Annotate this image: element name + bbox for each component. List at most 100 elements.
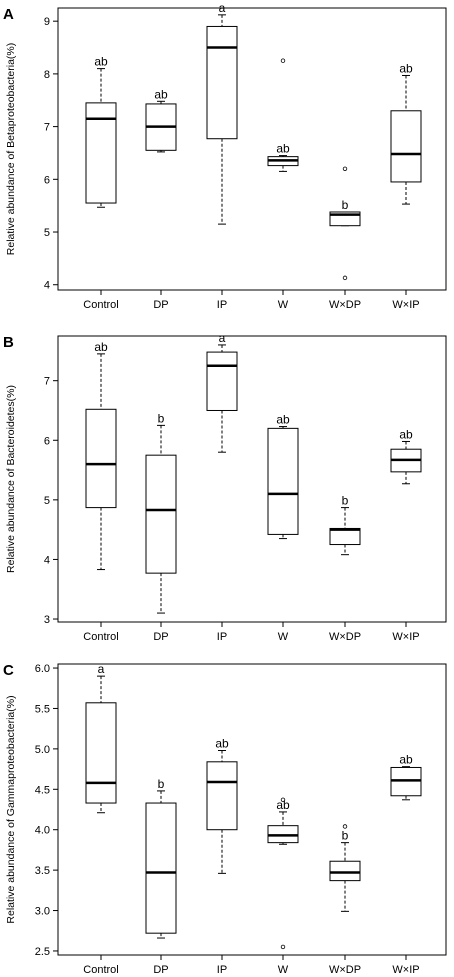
panel-label: C [3,662,14,679]
y-tick-label: 4 [44,280,50,292]
iqr-box [206,25,238,140]
box-W×DP: b [329,166,361,281]
y-axis-label: Relative abundance of Gammaproteobacteri… [5,695,17,923]
box-W×IP: ab [390,61,422,205]
significance-letter: b [342,829,349,843]
y-tick-label: 5.5 [35,703,50,715]
x-tick-label: DP [153,964,168,976]
box-W: ab [267,413,299,540]
y-tick-label: 5.0 [35,744,50,756]
outlier-point [342,275,348,281]
y-tick-label: 7 [44,122,50,134]
iqr-box [390,110,422,183]
outlier-point [342,824,348,829]
x-tick-label: IP [217,299,227,311]
x-tick-label: W×DP [329,299,361,311]
x-tick-label: W×IP [392,299,419,311]
panel-label: B [3,334,14,351]
iqr-box [145,454,177,574]
box-DP: ab [145,87,177,153]
panel-c: C 2.5 3.0 3.5 4.0 4.5 5.0 5.5 6.0 Relative abunda… [3,662,447,976]
box-IP: ab [206,736,238,874]
panel-b: B 3 4 5 6 7 Relative abundance of Bacteroidete… [3,331,447,643]
panel-a: A 4 5 6 7 8 9 Relative abundance of Betaproteob… [3,1,447,311]
significance-letter: ab [94,340,108,354]
iqr-box [85,702,117,804]
box-DP: b [145,777,177,939]
x-tick-label: DP [153,299,168,311]
significance-letter: b [342,198,349,212]
y-tick-label: 4 [44,554,50,566]
x-tick-label: Control [83,631,118,643]
significance-letter: ab [276,142,290,156]
iqr-box [267,427,299,535]
significance-letter: ab [399,61,413,75]
plot-frame [57,663,447,956]
iqr-box [206,761,238,831]
box-IP: a [206,331,238,453]
iqr-box [145,802,177,934]
significance-letter: ab [399,753,413,767]
x-tick-label: W×IP [392,631,419,643]
box-W: ab [267,797,299,950]
y-axis-label: Relative abundance of Betaproteobacteria… [5,43,17,255]
x-tick-label: DP [153,631,168,643]
y-tick-label: 7 [44,376,50,388]
x-tick-label: W×IP [392,964,419,976]
box-Control: a [85,662,117,814]
x-tick-label: W [278,631,289,643]
x-tick-label: IP [217,964,227,976]
y-axis-label: Relative abundance of Bacteroidetes(%) [5,385,17,573]
panel-label: A [3,6,14,23]
significance-letter: ab [215,736,229,750]
x-tick-label: Control [83,964,118,976]
significance-letter: ab [399,427,413,441]
box-W×IP: ab [390,427,422,485]
y-tick-label: 4.0 [35,825,50,837]
significance-letter: a [219,331,226,345]
y-tick-label: 2.5 [35,946,50,958]
y-tick-label: 3.0 [35,906,50,918]
x-tick-label: W [278,964,289,976]
x-tick-label: IP [217,631,227,643]
outlier-point [280,58,286,63]
y-tick-label: 9 [44,16,50,28]
x-tick-label: W×DP [329,964,361,976]
significance-letter: ab [154,87,168,101]
y-tick-label: 6.0 [35,663,50,675]
significance-letter: a [219,1,226,15]
box-DP: b [145,411,177,614]
significance-letter: b [158,777,165,791]
box-Control: ab [85,340,117,571]
significance-letter: b [158,411,165,425]
y-tick-label: 5 [44,495,50,507]
significance-letter: ab [276,413,290,427]
significance-letter: b [342,494,349,508]
box-Control: ab [85,55,117,208]
box-W×DP: b [329,494,361,556]
x-tick-label: Control [83,299,118,311]
significance-letter: a [98,662,105,676]
iqr-box [329,860,361,882]
x-tick-label: W [278,299,289,311]
y-tick-label: 3 [44,614,50,626]
plot-frame [57,7,447,291]
outlier-point [280,797,286,802]
x-tick-label: W×DP [329,631,361,643]
y-tick-label: 8 [44,69,50,81]
y-tick-label: 4.5 [35,784,50,796]
iqr-box [206,351,238,411]
outlier-point [280,944,286,950]
y-tick-label: 6 [44,435,50,447]
box-W: ab [267,58,299,172]
iqr-box [85,408,117,509]
plot-frame [57,335,447,623]
box-IP: a [206,1,238,225]
significance-letter: ab [94,55,108,69]
outlier-point [342,166,348,171]
y-tick-label: 5 [44,227,50,239]
box-W×IP: ab [390,753,422,801]
box-W×DP: b [329,824,361,912]
significance-letter: ab [276,798,290,812]
